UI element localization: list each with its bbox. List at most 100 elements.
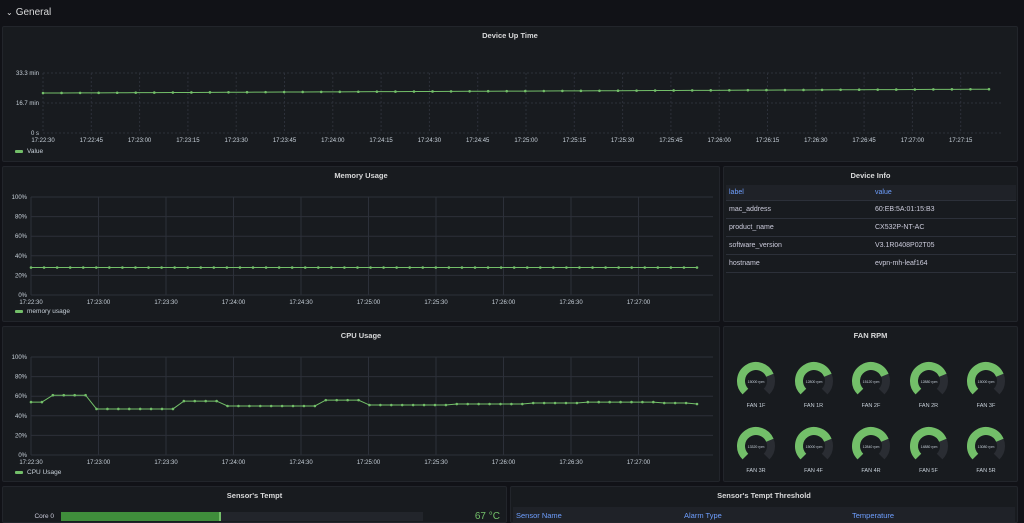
data-point[interactable] — [199, 266, 203, 269]
data-point[interactable] — [319, 90, 323, 94]
data-point[interactable] — [248, 404, 251, 408]
data-point[interactable] — [291, 404, 295, 408]
data-point[interactable] — [684, 401, 688, 405]
data-point[interactable] — [290, 266, 294, 269]
data-point[interactable] — [245, 90, 249, 94]
data-point[interactable] — [682, 266, 686, 269]
data-point[interactable] — [421, 266, 425, 269]
data-point[interactable] — [531, 401, 535, 405]
data-point[interactable] — [95, 407, 98, 411]
data-point[interactable] — [212, 266, 216, 269]
data-point[interactable] — [987, 87, 991, 91]
data-point[interactable] — [538, 266, 542, 269]
data-point[interactable] — [552, 266, 555, 269]
data-point[interactable] — [227, 90, 230, 94]
data-point[interactable] — [251, 266, 255, 269]
data-point[interactable] — [138, 407, 142, 411]
data-point[interactable] — [617, 266, 620, 269]
data-point[interactable] — [346, 398, 349, 402]
data-point[interactable] — [499, 266, 503, 269]
data-point[interactable] — [193, 399, 197, 403]
data-point[interactable] — [81, 266, 85, 269]
data-point[interactable] — [335, 398, 339, 402]
data-point[interactable] — [525, 266, 529, 269]
data-point[interactable] — [564, 401, 568, 405]
data-point[interactable] — [357, 398, 360, 402]
data-point[interactable] — [394, 90, 397, 93]
data-point[interactable] — [575, 401, 579, 405]
data-point[interactable] — [134, 91, 138, 94]
data-point[interactable] — [160, 266, 163, 269]
data-point[interactable] — [356, 266, 359, 269]
data-point[interactable] — [616, 89, 620, 93]
data-point[interactable] — [160, 407, 164, 411]
data-point[interactable] — [152, 91, 156, 94]
data-point[interactable] — [468, 90, 471, 93]
data-point[interactable] — [264, 90, 267, 94]
data-point[interactable] — [635, 89, 638, 92]
data-point[interactable] — [604, 266, 607, 269]
data-point[interactable] — [488, 402, 491, 406]
data-point[interactable] — [51, 393, 55, 397]
data-point[interactable] — [652, 400, 655, 404]
data-point[interactable] — [591, 266, 594, 269]
data-point[interactable] — [41, 91, 45, 95]
data-point[interactable] — [369, 266, 372, 269]
data-point[interactable] — [690, 89, 694, 92]
data-point[interactable] — [40, 400, 44, 404]
data-point[interactable] — [29, 266, 33, 269]
data-point[interactable] — [643, 266, 647, 269]
data-point[interactable] — [55, 266, 59, 269]
data-point[interactable] — [876, 88, 880, 91]
uptime-legend[interactable]: Value — [15, 148, 43, 155]
data-point[interactable] — [669, 266, 673, 269]
data-point[interactable] — [173, 266, 176, 269]
data-point[interactable] — [950, 88, 954, 91]
data-point[interactable] — [656, 266, 660, 269]
data-point[interactable] — [486, 89, 490, 93]
data-point[interactable] — [269, 404, 273, 408]
data-point[interactable] — [431, 90, 434, 93]
data-point[interactable] — [783, 88, 787, 92]
data-point[interactable] — [765, 88, 768, 92]
data-point[interactable] — [578, 266, 581, 269]
column-header-label[interactable]: label — [726, 185, 872, 201]
data-point[interactable] — [542, 89, 546, 93]
data-point[interactable] — [190, 91, 193, 94]
data-point[interactable] — [411, 403, 415, 407]
data-point[interactable] — [127, 407, 131, 411]
data-point[interactable] — [565, 266, 568, 269]
data-point[interactable] — [400, 403, 404, 407]
data-point[interactable] — [653, 89, 657, 92]
data-point[interactable] — [672, 89, 675, 92]
data-point[interactable] — [630, 266, 634, 269]
data-point[interactable] — [579, 89, 583, 93]
data-point[interactable] — [73, 393, 76, 397]
data-point[interactable] — [455, 402, 459, 406]
data-point[interactable] — [598, 89, 601, 93]
data-point[interactable] — [449, 90, 453, 93]
data-point[interactable] — [368, 403, 371, 407]
column-header-temperature[interactable]: Temperature — [852, 510, 895, 520]
memory-legend[interactable]: memory usage — [15, 308, 70, 315]
data-point[interactable] — [695, 402, 699, 406]
data-point[interactable] — [303, 266, 307, 269]
data-point[interactable] — [512, 266, 516, 269]
data-point[interactable] — [486, 266, 490, 269]
data-point[interactable] — [709, 89, 713, 92]
data-point[interactable] — [608, 400, 611, 404]
data-point[interactable] — [186, 266, 190, 269]
data-point[interactable] — [29, 400, 33, 404]
data-point[interactable] — [447, 266, 451, 269]
data-point[interactable] — [375, 90, 379, 93]
data-point[interactable] — [264, 266, 268, 269]
data-point[interactable] — [542, 401, 546, 405]
data-point[interactable] — [619, 400, 622, 404]
data-point[interactable] — [510, 402, 513, 406]
data-point[interactable] — [171, 407, 175, 411]
data-point[interactable] — [78, 91, 82, 95]
data-point[interactable] — [662, 401, 666, 405]
data-point[interactable] — [746, 88, 750, 92]
data-point[interactable] — [389, 403, 393, 407]
data-point[interactable] — [802, 88, 805, 92]
